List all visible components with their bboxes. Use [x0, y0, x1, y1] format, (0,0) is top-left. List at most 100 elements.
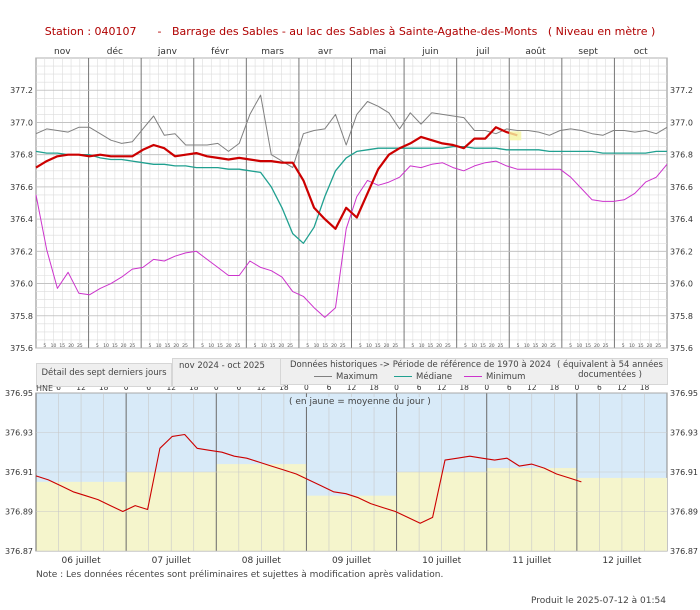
detail-y-tick-label-left: 376.93	[5, 429, 33, 438]
main-month-label: déc	[107, 46, 123, 57]
produced-timestamp: Produit le 2025-07-12 à 01:54	[531, 596, 666, 606]
main-y-tick-label-right: 376.2	[670, 247, 693, 256]
main-day-tick-label: 25	[287, 343, 293, 349]
series-current-year-line	[35, 126, 518, 230]
detail-hour-label: 0	[394, 383, 399, 392]
main-day-tick-label: 20	[173, 343, 179, 349]
detail-hour-label: 6	[507, 383, 512, 392]
main-y-tick-label-right: 376.4	[670, 215, 693, 224]
detail-hour-label: 0	[214, 383, 219, 392]
main-day-tick-label: 5	[517, 343, 520, 349]
legend-historic-header: Données historiques -> Période de référe…	[290, 360, 551, 370]
detail-hour-label: 6	[236, 383, 241, 392]
detail-hour-label: 12	[617, 383, 627, 392]
chart-title: Station : 040107 - Barrage des Sables - …	[44, 25, 656, 38]
detail-hour-label: 18	[640, 383, 650, 392]
main-day-tick-label: 10	[576, 343, 582, 349]
detail-hour-label: 6	[56, 383, 61, 392]
main-y-tick-label-left: 375.8	[10, 312, 33, 321]
main-day-tick-label: 15	[375, 343, 381, 349]
main-day-tick-label: 20	[331, 343, 337, 349]
main-y-tick-label-left: 376.8	[10, 151, 33, 160]
main-y-tick-label-left: 377.2	[10, 86, 33, 95]
legend-recent-text: Détail des sept derniers jours	[41, 368, 167, 378]
legend-historic-box	[280, 358, 668, 385]
main-day-tick-label: 25	[603, 343, 609, 349]
detail-hour-label: 12	[257, 383, 267, 392]
detail-hour-label: 6	[597, 383, 602, 392]
detail-hour-label: 6	[327, 383, 332, 392]
main-day-tick-label: 10	[261, 343, 267, 349]
main-day-tick-label: 15	[638, 343, 644, 349]
main-day-tick-label: 5	[96, 343, 99, 349]
legend-minimum: Minimum	[464, 372, 525, 382]
legend-equivalent: ( équivalent à 54 années documentées )	[557, 360, 663, 380]
main-day-tick-label: 15	[585, 343, 591, 349]
main-day-tick-label: 20	[647, 343, 653, 349]
detail-hour-label: 12	[76, 383, 86, 392]
detail-hour-label: 12	[437, 383, 447, 392]
main-y-tick-label-right: 376.0	[670, 280, 693, 289]
main-month-label: sept	[578, 47, 598, 57]
detail-hour-label: 6	[417, 383, 422, 392]
main-month-label: mai	[369, 47, 386, 57]
main-day-tick-label: 25	[655, 343, 661, 349]
main-day-tick-label: 5	[254, 343, 257, 349]
main-day-tick-label: 15	[322, 343, 328, 349]
main-day-tick-label: 20	[384, 343, 390, 349]
main-day-tick-label: 25	[130, 343, 136, 349]
legend-period-text: nov 2024 - oct 2025	[179, 361, 265, 371]
legend-recent-box: Détail des sept derniers jours	[36, 363, 172, 387]
main-day-tick-label: 10	[471, 343, 477, 349]
main-day-tick-label: 15	[165, 343, 171, 349]
main-day-tick-label: 25	[182, 343, 188, 349]
detail-hour-label: 18	[369, 383, 379, 392]
detail-day-label: 06 juillet	[62, 556, 102, 566]
main-day-tick-label: 10	[103, 343, 109, 349]
main-day-tick-label: 20	[489, 343, 495, 349]
main-month-label: nov	[54, 47, 71, 57]
detail-y-tick-label-right: 376.87	[670, 547, 698, 556]
legend-mediane-label: Médiane	[416, 372, 453, 382]
main-day-tick-label: 25	[445, 343, 451, 349]
detail-day-label: 08 juillet	[242, 556, 282, 566]
detail-y-tick-label-right: 376.95	[670, 389, 698, 398]
series-maximum-line	[35, 94, 668, 169]
detail-hour-label: 0	[574, 383, 579, 392]
main-day-tick-label: 5	[43, 343, 46, 349]
detail-y-tick-label-left: 376.95	[5, 389, 33, 398]
legend-maximum-label: Maximum	[336, 372, 378, 382]
main-day-tick-label: 10	[629, 343, 635, 349]
main-day-tick-label: 25	[235, 343, 241, 349]
main-y-tick-label-left: 377.0	[10, 118, 33, 127]
detail-hour-label: 18	[189, 383, 199, 392]
legend-minimum-label: Minimum	[486, 372, 526, 382]
detail-y-tick-label-left: 376.89	[5, 508, 33, 517]
detail-day-label: 09 juillet	[332, 556, 372, 566]
legend-minimum-swatch	[464, 376, 482, 377]
main-y-tick-label-right: 377.2	[670, 86, 693, 95]
main-day-tick-label: 10	[51, 343, 57, 349]
main-month-label: mars	[261, 47, 284, 57]
main-day-tick-label: 5	[569, 343, 572, 349]
main-month-label: juin	[421, 47, 438, 57]
main-day-tick-label: 5	[148, 343, 151, 349]
detail-hour-label: 0	[304, 383, 309, 392]
main-y-tick-label-right: 376.8	[670, 151, 693, 160]
main-day-tick-label: 25	[550, 343, 556, 349]
main-day-tick-label: 20	[594, 343, 600, 349]
legend-mediane: Médiane	[394, 372, 452, 382]
detail-hour-label: 18	[459, 383, 469, 392]
main-month-label: avr	[318, 47, 333, 57]
current-last-point-highlight	[509, 131, 522, 141]
main-day-tick-label: 5	[622, 343, 625, 349]
main-day-tick-label: 5	[359, 343, 362, 349]
detail-hour-label: 0	[484, 383, 489, 392]
main-day-tick-label: 20	[279, 343, 285, 349]
main-day-tick-label: 5	[306, 343, 309, 349]
main-day-tick-label: 5	[464, 343, 467, 349]
legend-period-box: nov 2024 - oct 2025	[172, 358, 284, 387]
main-day-tick-label: 10	[208, 343, 214, 349]
detail-hour-label: 6	[146, 383, 151, 392]
